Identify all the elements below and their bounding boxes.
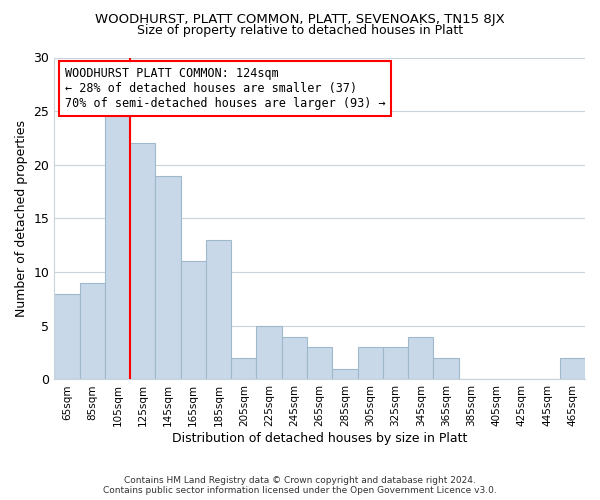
Bar — [383, 348, 408, 380]
Text: WOODHURST PLATT COMMON: 124sqm
← 28% of detached houses are smaller (37)
70% of : WOODHURST PLATT COMMON: 124sqm ← 28% of … — [65, 67, 386, 110]
Bar — [130, 144, 155, 380]
Bar — [433, 358, 458, 380]
Bar — [231, 358, 256, 380]
Bar — [358, 348, 383, 380]
Text: Contains HM Land Registry data © Crown copyright and database right 2024.
Contai: Contains HM Land Registry data © Crown c… — [103, 476, 497, 495]
Bar — [560, 358, 585, 380]
Bar — [155, 176, 181, 380]
Text: Size of property relative to detached houses in Platt: Size of property relative to detached ho… — [137, 24, 463, 37]
X-axis label: Distribution of detached houses by size in Platt: Distribution of detached houses by size … — [172, 432, 467, 445]
Bar — [206, 240, 231, 380]
Bar — [332, 368, 358, 380]
Bar — [307, 348, 332, 380]
Bar — [80, 283, 105, 380]
Text: WOODHURST, PLATT COMMON, PLATT, SEVENOAKS, TN15 8JX: WOODHURST, PLATT COMMON, PLATT, SEVENOAK… — [95, 12, 505, 26]
Bar — [181, 262, 206, 380]
Bar — [54, 294, 80, 380]
Bar — [256, 326, 282, 380]
Y-axis label: Number of detached properties: Number of detached properties — [15, 120, 28, 317]
Bar — [105, 111, 130, 380]
Bar — [282, 336, 307, 380]
Bar — [408, 336, 433, 380]
